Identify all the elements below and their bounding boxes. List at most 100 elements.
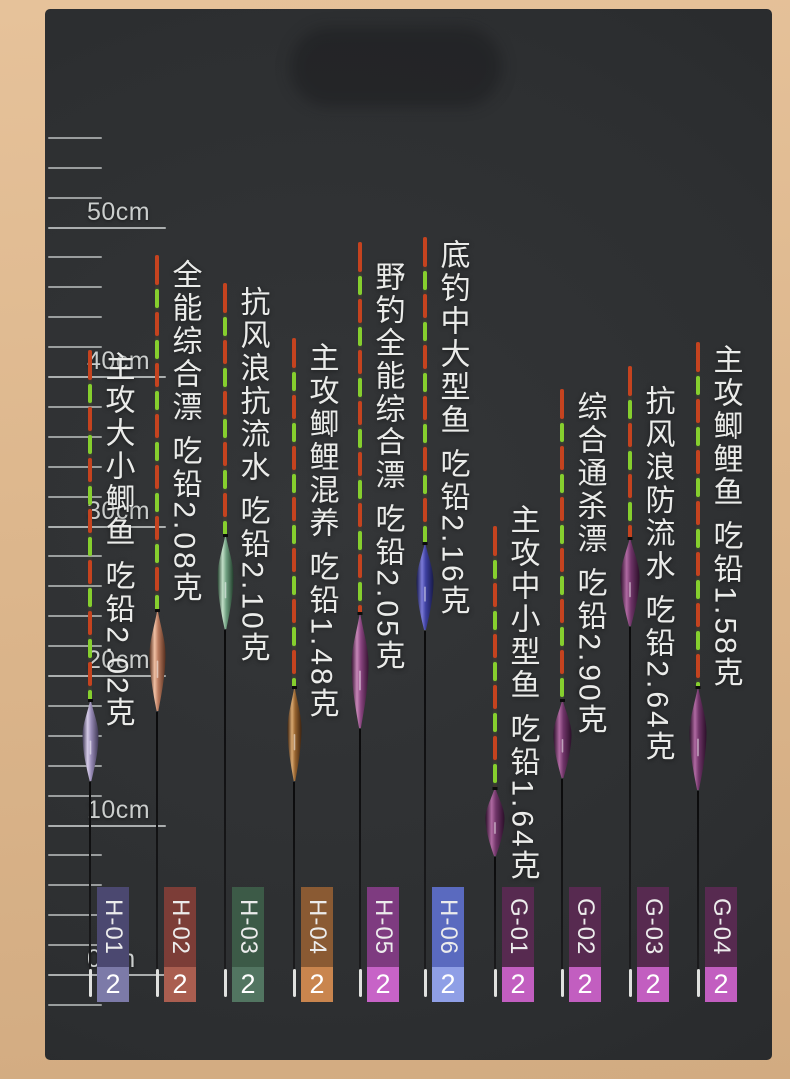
antenna-red-segment	[155, 465, 159, 489]
float-body	[689, 686, 707, 790]
float-stem-tip	[292, 969, 296, 997]
float-model-label: H-03	[232, 887, 264, 967]
antenna-red-segment	[292, 497, 296, 521]
body-brand-mark	[89, 740, 91, 755]
antenna-red-segment	[358, 242, 362, 272]
float-stem-tip	[358, 969, 362, 997]
antenna-green-segment	[423, 373, 427, 392]
float-antenna	[423, 237, 427, 542]
antenna-green-segment	[696, 376, 700, 395]
antenna-red-segment	[423, 498, 427, 522]
body-brand-mark	[224, 582, 226, 599]
antenna-green-segment	[155, 289, 159, 308]
float-badge-count: 2	[502, 967, 534, 1002]
antenna-red-segment	[88, 611, 92, 635]
body-brand-mark	[697, 738, 699, 757]
antenna-green-segment	[493, 713, 497, 732]
ruler-minor-tick	[48, 914, 102, 917]
ruler-minor-tick	[48, 435, 102, 438]
ruler-minor-tick	[48, 196, 102, 199]
ruler-minor-tick	[48, 944, 102, 947]
antenna-red-segment	[628, 366, 632, 396]
antenna-red-segment	[560, 497, 564, 521]
antenna-red-segment	[493, 736, 497, 760]
float-stem	[359, 729, 361, 997]
antenna-red-segment	[358, 503, 362, 527]
ruler-minor-tick	[48, 405, 102, 408]
backdrop-shadow-pill	[290, 27, 502, 107]
antenna-red-segment	[493, 583, 497, 607]
float-stem	[494, 857, 496, 997]
antenna-green-segment	[560, 576, 564, 595]
antenna-red-segment	[358, 452, 362, 476]
antenna-red-segment	[696, 654, 700, 678]
float-body	[149, 609, 165, 711]
float-description: 全能综合漂 吃铅2.08克	[167, 259, 201, 605]
float-description: 主攻中小型鱼 吃铅1.64克	[505, 504, 539, 883]
float-model-label: G-01	[502, 887, 534, 967]
antenna-green-segment	[223, 368, 227, 387]
antenna-red-segment	[223, 340, 227, 364]
float-body	[416, 542, 434, 630]
ruler-major-tick	[48, 824, 166, 827]
float-badge-count: 2	[232, 967, 264, 1002]
ruler-minor-tick	[48, 704, 102, 707]
antenna-green-segment	[292, 678, 296, 686]
antenna-green-segment	[292, 525, 296, 544]
float-stem-tip	[696, 969, 700, 997]
antenna-green-segment	[292, 372, 296, 391]
float-model-label: G-02	[569, 887, 601, 967]
float-stem	[156, 712, 158, 997]
antenna-red-segment	[423, 345, 427, 369]
float-description: 抗风浪防流水 吃铅2.64克	[640, 385, 674, 764]
antenna-red-segment	[88, 662, 92, 686]
antenna-green-segment	[88, 486, 92, 505]
float-stem	[89, 782, 91, 997]
antenna-green-segment	[223, 317, 227, 336]
float-model-label: H-02	[164, 887, 196, 967]
ruler-label: 50cm	[87, 197, 151, 226]
float-tag: H-06 2	[432, 887, 464, 1002]
antenna-green-segment	[88, 435, 92, 454]
antenna-red-segment	[560, 599, 564, 623]
float-model-label: H-01	[97, 887, 129, 967]
float-antenna	[628, 366, 632, 537]
antenna-red-segment	[292, 650, 296, 674]
float-model-label: H-06	[432, 887, 464, 967]
float-badge-count: 2	[164, 967, 196, 1002]
antenna-green-segment	[628, 502, 632, 521]
antenna-red-segment	[560, 389, 564, 419]
float-antenna	[88, 350, 92, 699]
float-tag: H-03 2	[232, 887, 264, 1002]
float-stem-tip	[155, 969, 159, 997]
body-brand-mark	[359, 670, 361, 691]
antenna-green-segment	[493, 764, 497, 783]
antenna-red-segment	[223, 493, 227, 517]
antenna-green-segment	[696, 580, 700, 599]
antenna-green-segment	[560, 678, 564, 697]
antenna-red-segment	[358, 350, 362, 374]
ruler-label: 40cm	[87, 347, 151, 375]
antenna-red-segment	[423, 396, 427, 420]
antenna-red-segment	[88, 560, 92, 584]
float-body	[351, 612, 369, 728]
antenna-green-segment	[88, 537, 92, 556]
antenna-red-segment	[628, 423, 632, 447]
antenna-red-segment	[88, 407, 92, 431]
antenna-green-segment	[88, 588, 92, 607]
float-stem	[224, 630, 226, 997]
ruler-label: 20cm	[87, 646, 151, 674]
antenna-red-segment	[628, 474, 632, 498]
float-stem	[424, 631, 426, 997]
antenna-red-segment	[696, 501, 700, 525]
ruler-minor-tick	[48, 645, 102, 648]
float-antenna	[358, 242, 362, 612]
antenna-red-segment	[423, 294, 427, 318]
float-stem-tip	[560, 969, 564, 997]
float-badge-count: 2	[569, 967, 601, 1002]
antenna-green-segment	[155, 442, 159, 461]
float-antenna	[223, 283, 227, 534]
antenna-red-segment	[292, 338, 296, 368]
antenna-green-segment	[560, 627, 564, 646]
ruler-minor-tick	[48, 166, 102, 169]
